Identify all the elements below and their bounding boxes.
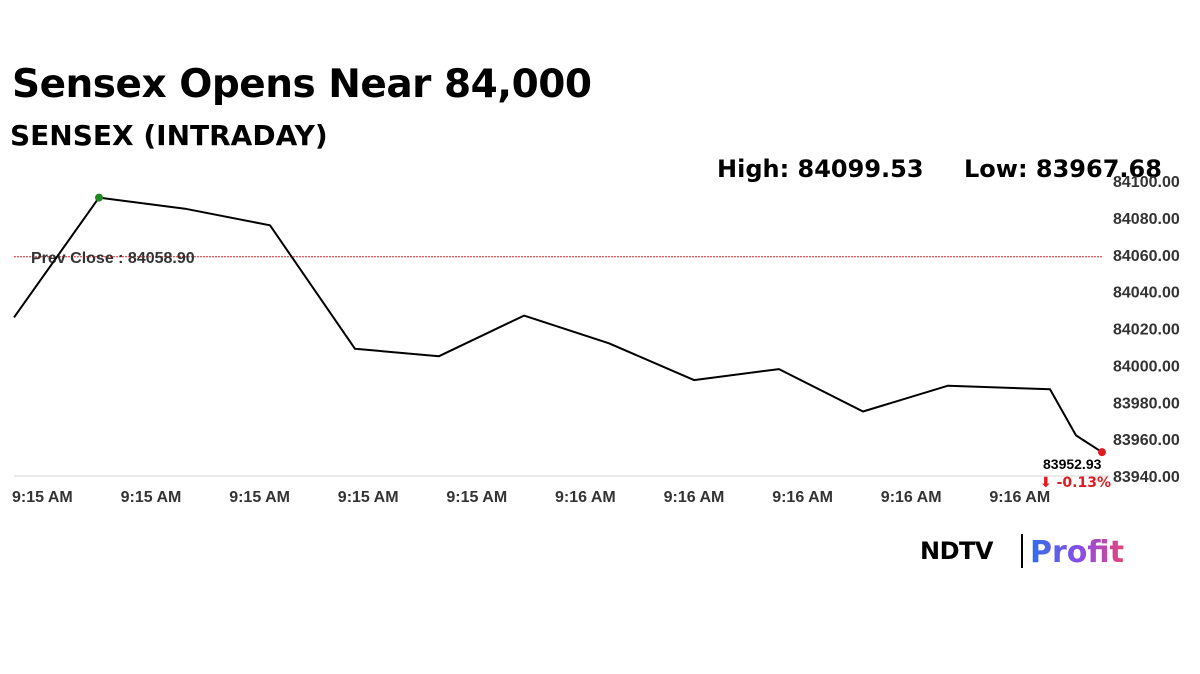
high-stat: High: 84099.53 xyxy=(717,155,924,183)
logo-divider xyxy=(1021,534,1023,568)
y-tick-label: 83960.00 xyxy=(1113,432,1180,449)
y-tick-label: 84080.00 xyxy=(1113,211,1180,228)
profit-wordmark: Profit xyxy=(1030,535,1124,570)
x-tick-label: 9:15 AM xyxy=(229,489,290,506)
y-axis-ticks: 84100.00 84080.00 84060.00 84040.00 84020.00… xyxy=(1113,174,1180,486)
low-stat: Low: 83967.68 xyxy=(964,155,1162,183)
last-value-label: 83952.93 xyxy=(1043,456,1102,472)
x-tick-label: 9:16 AM xyxy=(881,489,942,506)
x-tick-label: 9:16 AM xyxy=(664,489,725,506)
last-point-marker xyxy=(1098,448,1106,457)
x-tick-label: 9:16 AM xyxy=(772,489,833,506)
x-tick-label: 9:15 AM xyxy=(12,489,73,506)
x-tick-label: 9:15 AM xyxy=(121,489,182,506)
price-series xyxy=(13,193,1106,457)
logo-ndtv: NDTV xyxy=(920,537,993,565)
y-tick-label: 84060.00 xyxy=(1113,248,1180,265)
y-tick-label: 84040.00 xyxy=(1113,285,1180,302)
high-point-marker xyxy=(95,193,103,202)
y-tick-label: 84000.00 xyxy=(1113,358,1180,375)
prev-close-label: Prev Close : 84058.90 xyxy=(31,250,195,267)
x-tick-label: 9:16 AM xyxy=(555,489,616,506)
x-tick-label: 9:15 AM xyxy=(446,489,507,506)
logo-profit: Profit xyxy=(1030,532,1150,580)
chart-subtitle: SENSEX (INTRADAY) xyxy=(10,119,328,152)
y-tick-label: 83980.00 xyxy=(1113,395,1180,412)
y-tick-label: 83940.00 xyxy=(1113,469,1180,486)
logo-profit-text: Profit xyxy=(1030,535,1124,570)
x-tick-label: 9:15 AM xyxy=(338,489,399,506)
change-percent-label: ⬇ -0.13% xyxy=(1040,475,1111,491)
price-line xyxy=(13,196,1103,454)
page-title: Sensex Opens Near 84,000 xyxy=(12,62,592,107)
y-tick-label: 84020.00 xyxy=(1113,322,1180,339)
x-tick-label: 9:16 AM xyxy=(989,489,1050,506)
x-axis-ticks: 9:15 AM 9:15 AM 9:15 AM 9:15 AM 9:15 AM 9:16 … xyxy=(12,489,1050,506)
y-tick-label: 84100.00 xyxy=(1113,174,1180,191)
